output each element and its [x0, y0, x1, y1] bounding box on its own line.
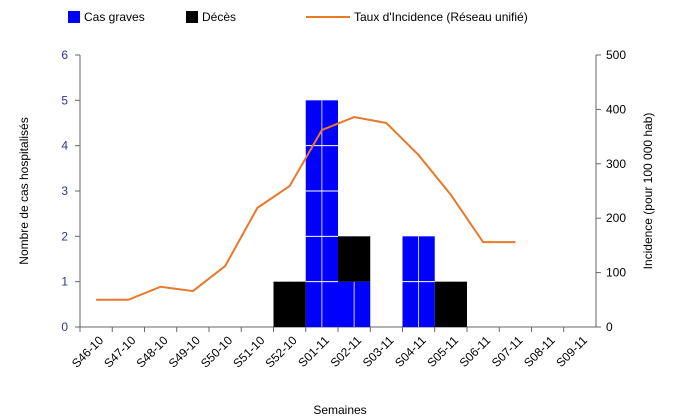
legend-label: Cas graves: [84, 10, 145, 24]
legend-label: Décès: [202, 10, 236, 24]
x-tick-label: S01-11: [295, 333, 332, 370]
x-tick-label: S46-10: [69, 333, 106, 370]
y2-tick-label: 200: [606, 211, 626, 225]
x-tick-label: S49-10: [166, 333, 203, 370]
x-tick-label: S52-10: [262, 333, 299, 370]
x-tick-label: S51-10: [230, 333, 267, 370]
y2-tick-label: 300: [606, 157, 626, 171]
y2-axis-title: Incidence (pour 100 000 hab): [641, 113, 655, 270]
y2-tick-label: 100: [606, 266, 626, 280]
y-tick-label: 0: [61, 320, 68, 334]
line: [96, 115, 516, 301]
x-tick-label: S04-11: [392, 333, 429, 370]
x-tick-label: S05-11: [424, 333, 461, 370]
y2-tick-label: 0: [606, 320, 613, 334]
x-tick-label: S08-11: [521, 333, 558, 370]
x-tick-label: S06-11: [457, 333, 494, 370]
legend-swatch: [68, 11, 80, 23]
y2-tick-label: 500: [606, 48, 626, 62]
y-tick-label: 3: [61, 184, 68, 198]
x-tick-label: S07-11: [489, 333, 526, 370]
x-tick-label: S47-10: [101, 333, 138, 370]
y-tick-label: 6: [61, 48, 68, 62]
y-tick-label: 2: [61, 229, 68, 243]
legend-swatch: [186, 11, 198, 23]
y-tick-label: 1: [61, 275, 68, 289]
y-axis-title: Nombre de cas hospitalisés: [17, 117, 31, 264]
x-tick-label: S50-10: [198, 333, 235, 370]
y2-tick-label: 400: [606, 102, 626, 116]
legend-label: Taux d'Incidence (Réseau unifié): [354, 10, 528, 24]
x-tick-label: S09-11: [553, 333, 590, 370]
x-axis-title: Semaines: [313, 403, 366, 417]
x-tick-label: S02-11: [328, 333, 365, 370]
y-tick-label: 4: [61, 139, 68, 153]
x-tick-label: S03-11: [360, 333, 397, 370]
y-tick-label: 5: [61, 93, 68, 107]
x-tick-label: S48-10: [133, 333, 170, 370]
